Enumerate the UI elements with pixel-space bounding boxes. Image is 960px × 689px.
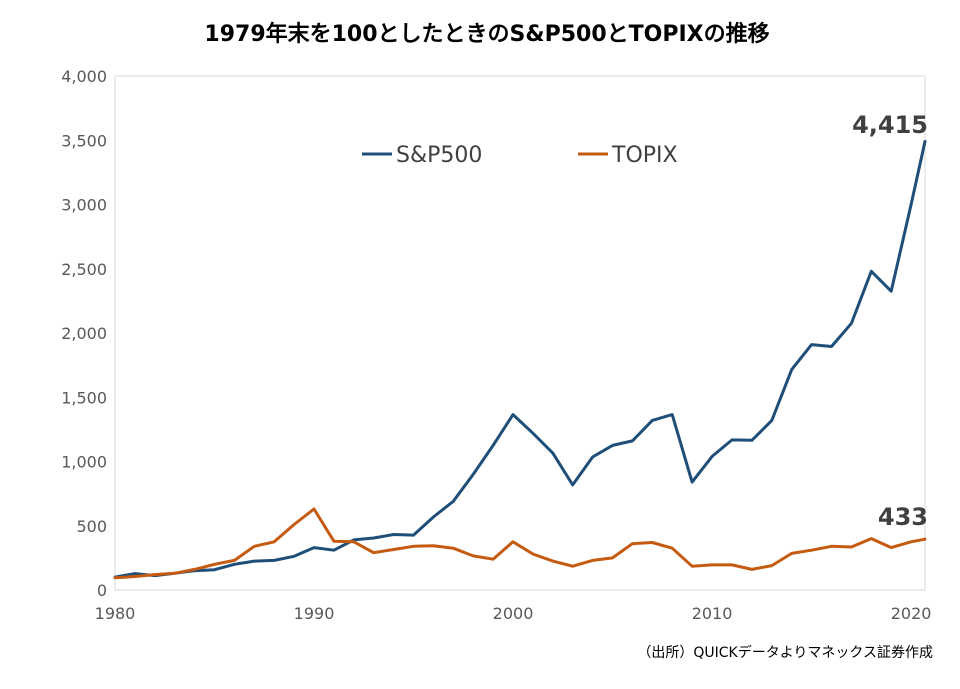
y-tick-label: 3,500 [61, 131, 107, 150]
annotations: 4,415 433 [852, 111, 928, 531]
y-tick-label: 2,000 [61, 324, 107, 343]
x-tick-label: 1980 [95, 604, 136, 623]
x-tick-label: 1990 [294, 604, 335, 623]
y-tick-label: 1,500 [61, 388, 107, 407]
series-line-s-p500 [113, 140, 927, 579]
plot-area [114, 75, 926, 591]
y-tick-label: 500 [76, 517, 107, 536]
legend-label: TOPIX [611, 143, 678, 168]
y-tick-label: 4,000 [61, 67, 107, 86]
y-tick-label: 0 [97, 581, 107, 600]
value-callout: 4,415 [852, 111, 928, 139]
y-tick-label: 1,000 [61, 453, 107, 472]
legend: S&P500 TOPIX [362, 143, 678, 168]
x-axis: 1980 1990 2000 2010 2020 [95, 604, 932, 623]
legend-label: S&P500 [396, 143, 482, 168]
x-tick-label: 2010 [692, 604, 733, 623]
x-tick-label: 2020 [891, 604, 932, 623]
x-tick-label: 2000 [493, 604, 534, 623]
series-group [113, 140, 927, 580]
value-callout: 433 [878, 503, 928, 531]
y-axis: 0 500 1,000 1,500 2,000 2,500 3,000 3,500 4,000 [61, 67, 107, 600]
source-note: （出所）QUICKデータよりマネックス証券作成 [637, 644, 933, 661]
y-tick-label: 3,000 [61, 196, 107, 215]
chart-title: 1979年末を100としたときのS&P500とTOPIXの推移 [204, 21, 769, 47]
y-tick-label: 2,500 [61, 260, 107, 279]
series-line-topix [113, 507, 927, 580]
